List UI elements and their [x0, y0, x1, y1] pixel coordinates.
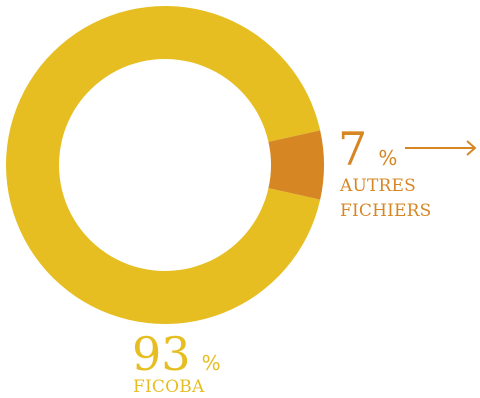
- autres-arrow-head: [466, 140, 477, 156]
- ficoba-value: 93: [132, 327, 191, 381]
- autres-value: 7: [338, 122, 367, 176]
- autres-name-line2: FICHIERS: [340, 201, 432, 221]
- autres-percent-label: 7 %: [338, 122, 397, 176]
- slice-autres-fichiers: [268, 130, 324, 200]
- ficoba-name: FICOBA: [133, 377, 205, 397]
- autres-unit: %: [378, 146, 397, 170]
- slice-ficoba: [5, 5, 321, 324]
- ficoba-unit: %: [202, 351, 221, 375]
- autres-arrow: [405, 140, 477, 156]
- ficoba-percent-label: 93 %: [132, 327, 221, 381]
- donut-slices: [5, 5, 324, 324]
- autres-name-line1: AUTRES: [339, 176, 416, 196]
